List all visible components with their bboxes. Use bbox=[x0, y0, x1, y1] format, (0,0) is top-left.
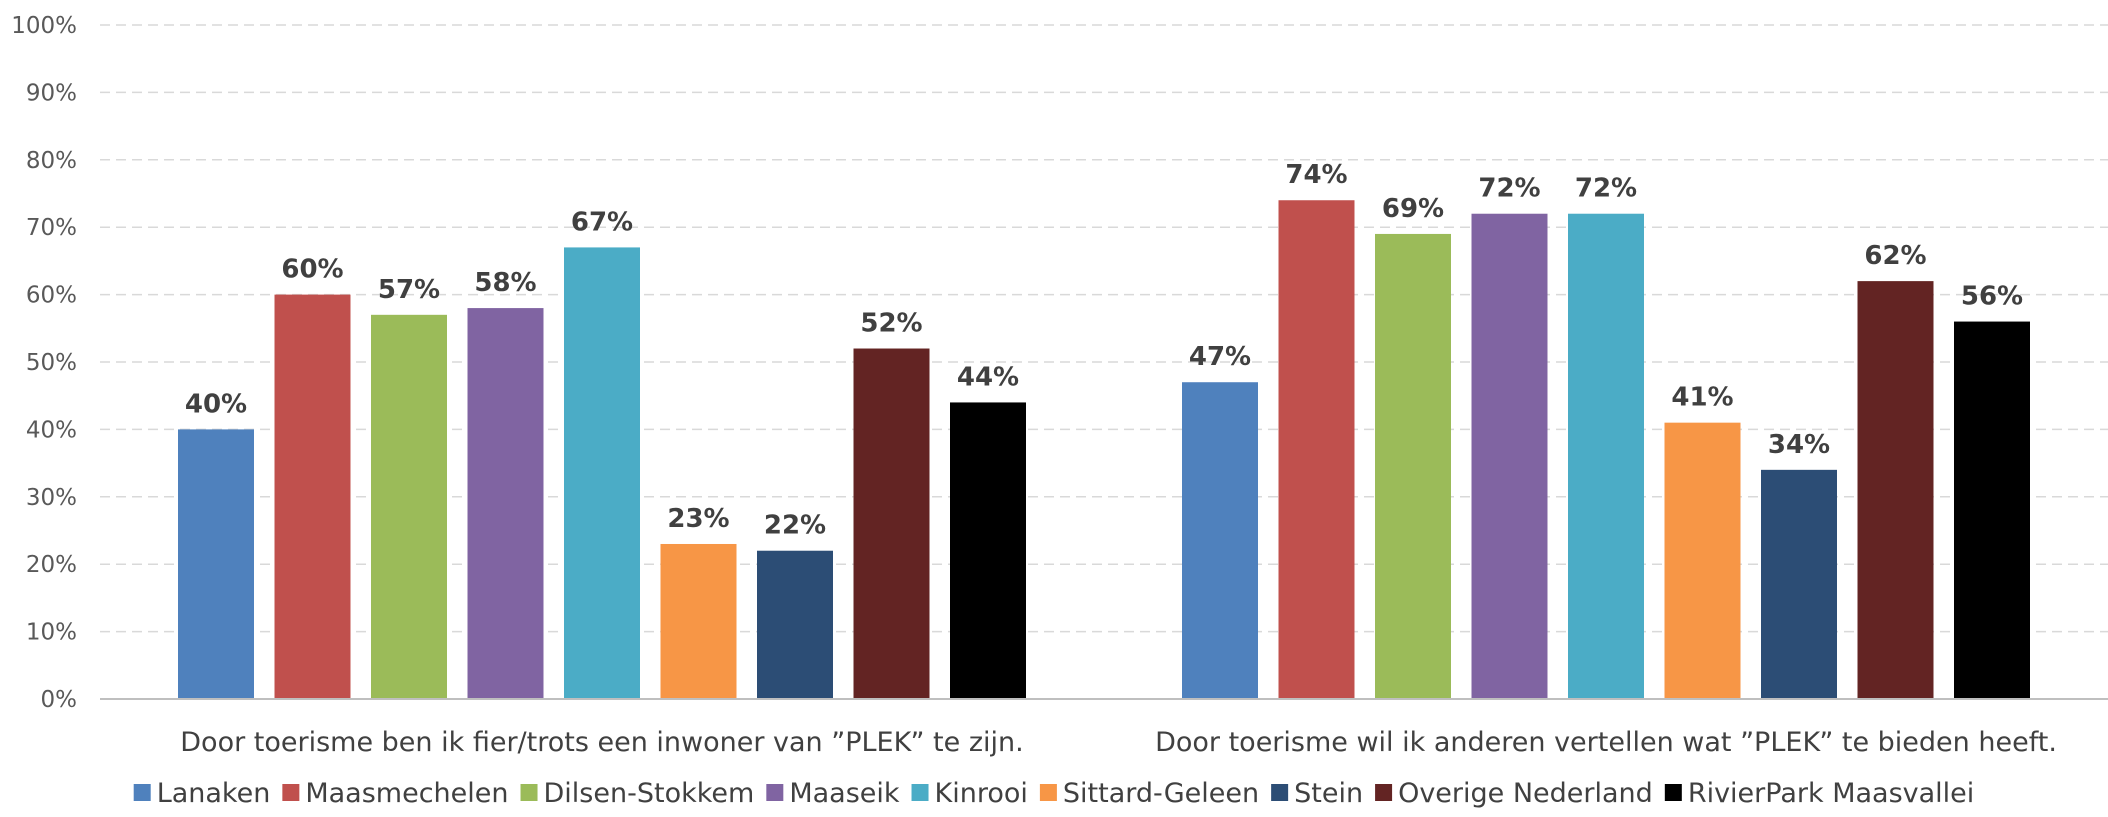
data-label: 56% bbox=[1961, 282, 2023, 312]
legend-swatch bbox=[911, 784, 929, 801]
data-label: 23% bbox=[667, 504, 729, 534]
legend-swatch bbox=[520, 784, 538, 801]
y-tick-label: 60% bbox=[26, 283, 77, 309]
legend-label: Stein bbox=[1294, 778, 1363, 809]
bar-lanaken bbox=[178, 429, 254, 699]
legend-swatch bbox=[282, 784, 300, 801]
bar-kinrooi bbox=[1568, 213, 1644, 699]
data-label: 72% bbox=[1575, 174, 1637, 204]
legend-label: Overige Nederland bbox=[1398, 778, 1653, 809]
bar-stein bbox=[1761, 469, 1837, 699]
legend-label: Kinrooi bbox=[935, 778, 1028, 809]
bar-rivierpark-maasvallei bbox=[950, 402, 1026, 699]
bar-rivierpark-maasvallei bbox=[1954, 321, 2030, 699]
bar-dilsen-stokkem bbox=[1375, 233, 1451, 699]
data-label: 57% bbox=[378, 275, 440, 305]
x-category-label: Door toerisme wil ik anderen vertellen w… bbox=[1155, 727, 2057, 758]
data-label: 58% bbox=[474, 268, 536, 298]
y-tick-label: 80% bbox=[26, 148, 77, 174]
data-label: 47% bbox=[1189, 342, 1251, 372]
data-label: 34% bbox=[1768, 430, 1830, 460]
y-tick-label: 50% bbox=[26, 350, 77, 376]
y-tick-label: 30% bbox=[26, 485, 77, 511]
legend-swatch bbox=[1039, 784, 1057, 801]
bar-sittard-geleen bbox=[660, 543, 737, 699]
data-label: 52% bbox=[860, 309, 922, 339]
y-tick-label: 40% bbox=[26, 417, 77, 443]
legend-label: Maasmechelen bbox=[305, 778, 508, 809]
legend-label: Maaseik bbox=[789, 778, 900, 809]
data-label: 72% bbox=[1478, 174, 1540, 204]
data-label: 74% bbox=[1285, 160, 1347, 190]
legend-swatch bbox=[1271, 784, 1289, 801]
legend-swatch bbox=[1375, 784, 1393, 801]
data-labels: 40% 60% 57% 58% 67% 23% 22% 52% 44% 47% 74% 69% 72% 7… bbox=[185, 160, 2023, 540]
x-axis-categories: Door toerisme ben ik fier/trots een inwo… bbox=[180, 727, 2057, 758]
bar-maaseik bbox=[467, 308, 544, 699]
legend-label: Lanaken bbox=[157, 778, 271, 809]
bar-maasmechelen bbox=[274, 294, 351, 699]
legend-swatch bbox=[133, 784, 151, 801]
data-label: 69% bbox=[1382, 194, 1444, 224]
bar-maasmechelen bbox=[1278, 200, 1355, 700]
legend-label: Dilsen-Stokkem bbox=[544, 778, 755, 809]
x-category-label: Door toerisme ben ik fier/trots een inwo… bbox=[180, 727, 1023, 758]
y-tick-label: 90% bbox=[26, 80, 77, 106]
bars bbox=[178, 200, 2030, 700]
bar-overige-nederland bbox=[853, 348, 930, 699]
data-label: 44% bbox=[957, 362, 1019, 392]
data-label: 62% bbox=[1864, 241, 1926, 271]
data-label: 67% bbox=[571, 207, 633, 237]
bar-overige-nederland bbox=[1857, 281, 1934, 699]
bar-maaseik bbox=[1471, 213, 1548, 699]
y-tick-label: 70% bbox=[26, 215, 77, 241]
y-tick-label: 20% bbox=[26, 552, 77, 578]
data-label: 41% bbox=[1671, 383, 1733, 413]
legend-label: Sittard-Geleen bbox=[1063, 778, 1259, 809]
y-tick-label: 100% bbox=[11, 13, 77, 39]
bar-stein bbox=[757, 550, 833, 699]
data-label: 22% bbox=[764, 511, 826, 541]
legend-label: RivierPark Maasvallei bbox=[1688, 778, 1974, 809]
bar-sittard-geleen bbox=[1664, 422, 1741, 699]
legend-swatch bbox=[766, 784, 784, 801]
bar-dilsen-stokkem bbox=[371, 314, 447, 699]
legend-swatch bbox=[1664, 784, 1682, 801]
legend: Lanaken Maasmechelen Dilsen-Stokkem Maaseik… bbox=[133, 778, 1974, 809]
y-tick-label: 10% bbox=[26, 620, 77, 646]
bar-kinrooi bbox=[564, 247, 640, 700]
y-axis-ticks: 0% 10% 20% 30% 40% 50% 60% 70% 80% 90% 100% bbox=[11, 13, 77, 713]
data-label: 60% bbox=[281, 255, 343, 285]
bar-lanaken bbox=[1182, 382, 1258, 699]
y-tick-label: 0% bbox=[41, 687, 78, 713]
data-label: 40% bbox=[185, 389, 247, 419]
